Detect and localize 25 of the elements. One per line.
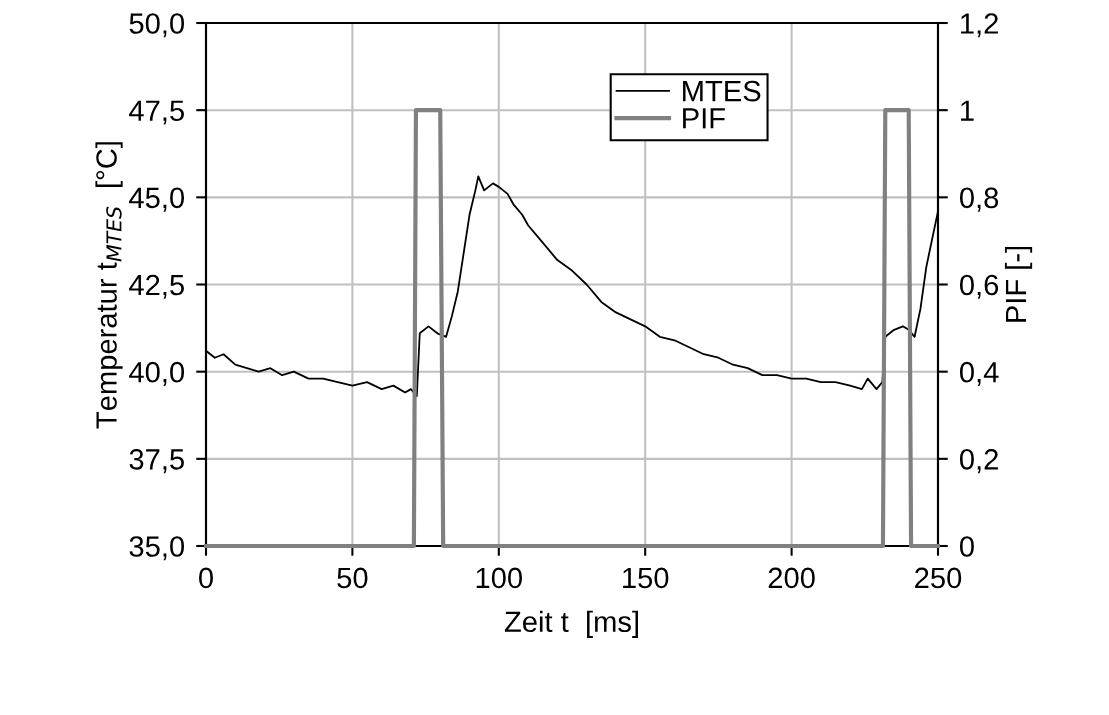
legend-label: MTES	[683, 80, 761, 102]
y2-tick-label: 1	[961, 100, 974, 121]
y2-tick-label: 0,6	[959, 274, 999, 299]
y2-tick-label: 1,2	[961, 13, 998, 38]
x-tick-label: 0	[199, 567, 213, 589]
y2-tick-label: 0,8	[959, 187, 999, 212]
y-tick-label: 40,0	[129, 361, 185, 386]
y-tick-label: 47,5	[129, 100, 184, 125]
y-tick-label: 50,0	[129, 13, 185, 38]
y-axis-title: Temperatur t$_{MTES}$ [°C]	[95, 142, 123, 429]
y-tick-label: 45,0	[129, 187, 185, 212]
legend-label: PIF	[683, 108, 725, 129]
y2-axis-title: PIF [-]	[1004, 246, 1033, 322]
x-tick-label: 100	[476, 567, 522, 589]
x-tick-label: 200	[768, 567, 815, 589]
x-tick-label: 150	[623, 567, 669, 589]
y-tick-label: 35,0	[129, 536, 185, 561]
x-tick-label: 250	[915, 567, 962, 589]
x-tick-label: 50	[337, 567, 368, 589]
y2-tick-label: 0,4	[959, 361, 999, 386]
y2-tick-label: 0,2	[959, 449, 998, 474]
x-axis-title: Zeit t [ms]	[504, 610, 638, 638]
y2-tick-label: 0	[959, 536, 974, 557]
y-tick-label: 42,5	[129, 274, 184, 299]
y-tick-label: 37,5	[129, 449, 184, 474]
